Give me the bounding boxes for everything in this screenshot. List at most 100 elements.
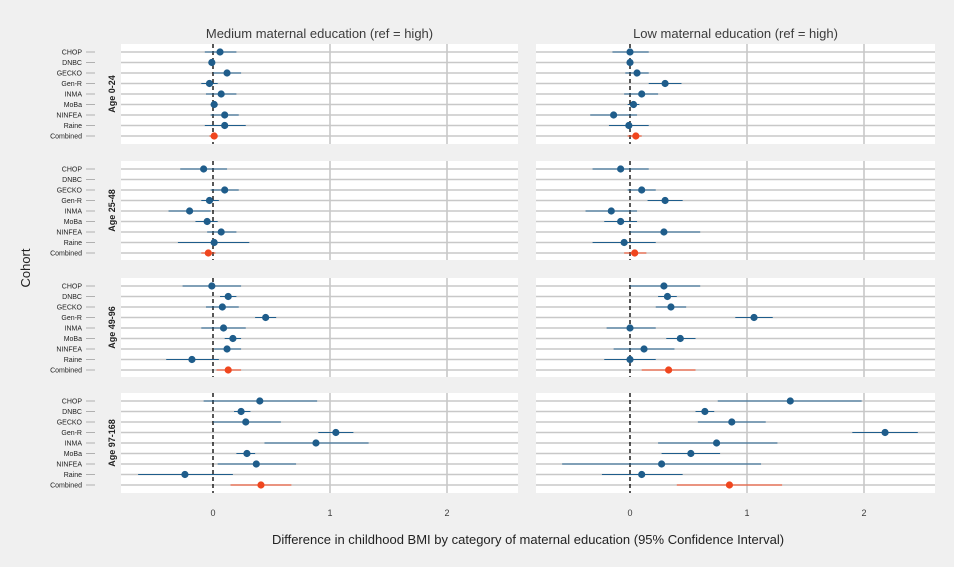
cohort-estimate-point <box>633 69 641 77</box>
x-tick-label: 0 <box>210 508 215 518</box>
cohort-estimate-point <box>208 58 216 67</box>
cohort-label: GECKO <box>57 187 83 194</box>
cohort-estimate-point <box>617 165 625 173</box>
cohort-estimate-point <box>638 186 646 194</box>
cohort-estimate-point <box>661 79 669 88</box>
cohort-label: INMA <box>65 208 83 215</box>
cohort-estimate-point <box>221 121 229 130</box>
cohort-estimate-point <box>210 100 218 109</box>
cohort-label: NINFEA <box>56 461 82 468</box>
cohort-label: Gen-R <box>61 81 82 88</box>
cohort-label: GECKO <box>57 304 83 311</box>
age-group-label: Age 49-96 <box>107 306 117 349</box>
cohort-label: CHOP <box>62 166 83 173</box>
cohort-estimate-point <box>208 282 216 290</box>
cohort-estimate-point <box>607 207 615 215</box>
cohort-estimate-point <box>676 334 684 343</box>
cohort-estimate-point <box>332 428 340 437</box>
combined-estimate-point <box>204 249 212 257</box>
combined-estimate-point <box>224 366 232 374</box>
cohort-label: CHOP <box>62 283 83 290</box>
x-axis-title: Difference in childhood BMI by category … <box>272 532 784 547</box>
cohort-estimate-point <box>229 334 237 343</box>
combined-estimate-point <box>632 132 640 140</box>
x-tick-label: 2 <box>444 508 449 518</box>
cohort-label: GECKO <box>57 70 83 77</box>
cohort-estimate-point <box>221 111 229 119</box>
cohort-estimate-point <box>205 79 214 88</box>
cohort-estimate-point <box>750 313 758 322</box>
panel-medium-3 <box>121 393 518 493</box>
cohort-estimate-point <box>701 407 709 416</box>
combined-estimate-point <box>665 366 673 374</box>
cohort-estimate-point <box>221 186 229 194</box>
panel-low-2 <box>536 278 935 377</box>
cohort-label: NINFEA <box>56 346 82 353</box>
x-tick-label: 1 <box>327 508 332 518</box>
cohort-estimate-point <box>217 90 225 98</box>
cohort-label: Combined <box>50 367 82 374</box>
cohort-estimate-point <box>620 238 628 247</box>
cohort-label: MoBa <box>64 336 82 343</box>
cohort-estimate-point <box>712 439 721 447</box>
cohort-estimate-point <box>625 121 633 130</box>
cohort-estimate-point <box>687 449 695 458</box>
cohort-estimate-point <box>203 217 211 226</box>
cohort-estimate-point <box>881 428 889 437</box>
panel-low-3 <box>536 393 935 493</box>
x-tick-label: 2 <box>861 508 866 518</box>
cohort-estimate-point <box>224 292 232 301</box>
cohort-estimate-point <box>256 397 264 405</box>
panel-low-0 <box>536 44 935 144</box>
cohort-estimate-point <box>626 58 634 67</box>
cohort-label: MoBa <box>64 219 82 226</box>
cohort-label: GECKO <box>57 419 83 426</box>
column-title: Medium maternal education (ref = high) <box>206 26 433 41</box>
cohort-estimate-point <box>216 48 224 56</box>
column-title: Low maternal education (ref = high) <box>633 26 838 41</box>
cohort-estimate-point <box>626 48 634 56</box>
cohort-estimate-point <box>218 303 226 311</box>
cohort-label: CHOP <box>62 398 83 405</box>
cohort-label: Gen-R <box>61 198 82 205</box>
cohort-label: Raine <box>64 357 82 364</box>
cohort-label: MoBa <box>64 451 82 458</box>
panel-medium-1 <box>121 161 518 260</box>
cohort-estimate-point <box>660 228 668 236</box>
cohort-estimate-point <box>200 165 208 173</box>
cohort-estimate-point <box>660 282 668 290</box>
cohort-estimate-point <box>242 418 250 426</box>
cohort-label: INMA <box>65 440 83 447</box>
cohort-label: CHOP <box>62 49 83 56</box>
cohort-estimate-point <box>223 69 231 77</box>
cohort-estimate-point <box>786 397 794 405</box>
panel-medium-0 <box>121 44 518 144</box>
cohort-estimate-point <box>638 90 646 98</box>
x-tick-label: 1 <box>744 508 749 518</box>
combined-estimate-point <box>210 132 218 140</box>
cohort-estimate-point <box>312 439 320 447</box>
age-group-label: Age 25-48 <box>107 189 117 232</box>
cohort-estimate-point <box>262 313 270 322</box>
cohort-estimate-point <box>186 207 194 215</box>
cohort-label: DNBC <box>62 60 82 67</box>
cohort-label: INMA <box>65 325 83 332</box>
age-group-label: Age 0-24 <box>107 75 117 113</box>
combined-estimate-point <box>631 249 639 257</box>
cohort-label: DNBC <box>62 294 82 301</box>
x-tick-label: 0 <box>627 508 632 518</box>
cohort-estimate-point <box>663 292 672 301</box>
cohort-label: Raine <box>64 472 82 479</box>
cohort-estimate-point <box>181 470 189 479</box>
cohort-estimate-point <box>217 228 225 236</box>
panel-low-1 <box>536 161 935 260</box>
cohort-estimate-point <box>243 449 251 458</box>
cohort-estimate-point <box>223 345 231 353</box>
cohort-estimate-point <box>626 355 634 364</box>
cohort-estimate-point <box>617 217 625 226</box>
combined-estimate-point <box>725 481 734 489</box>
cohort-label: NINFEA <box>56 112 82 119</box>
cohort-estimate-point <box>237 407 245 416</box>
cohort-label: INMA <box>65 91 83 98</box>
cohort-estimate-point <box>205 196 214 205</box>
